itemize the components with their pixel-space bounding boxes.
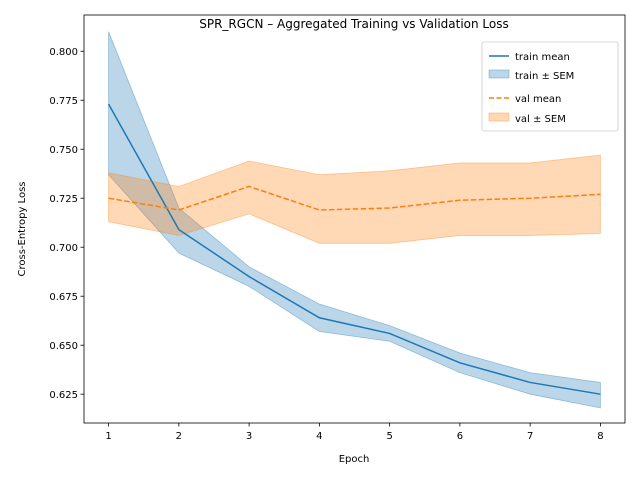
x-tick-label: 3 — [246, 431, 252, 442]
x-tick-label: 4 — [316, 431, 322, 442]
x-tick-label: 7 — [527, 431, 533, 442]
y-tick-label: 0.625 — [49, 390, 78, 401]
x-tick-label: 1 — [105, 431, 111, 442]
y-tick-label: 0.675 — [49, 292, 78, 303]
y-axis-ticks: 0.625 0.650 0.675 0.700 0.725 0.750 0.775 0.800 — [49, 47, 84, 401]
x-tick-label: 8 — [597, 431, 603, 442]
legend-val-sem-label: val ± SEM — [515, 114, 566, 125]
train-sem-band — [108, 31, 601, 409]
x-tick-label: 5 — [386, 431, 392, 442]
x-axis-ticks: 1 2 3 4 5 6 7 8 — [105, 423, 604, 442]
series-lines — [107, 103, 601, 395]
train-mean-line — [107, 103, 601, 395]
y-tick-label: 0.725 — [49, 194, 78, 205]
y-tick-label: 0.775 — [49, 96, 78, 107]
legend-train-mean-label: train mean — [515, 52, 570, 63]
y-tick-label: 0.750 — [49, 145, 78, 156]
y-tick-label: 0.700 — [49, 243, 78, 254]
val-sem-band — [108, 154, 601, 244]
legend-train-sem-label: train ± SEM — [515, 71, 574, 82]
val-mean-line — [108, 185, 601, 211]
legend: train mean train ± SEM val mean val ± SE… — [481, 41, 619, 132]
chart-title: SPR_RGCN – Aggregated Training vs Valida… — [199, 17, 509, 31]
legend-train-sem-swatch — [488, 69, 510, 79]
legend-val-mean-label: val mean — [515, 94, 561, 105]
x-tick-label: 2 — [176, 431, 182, 442]
legend-box — [481, 41, 619, 132]
legend-val-sem-swatch — [488, 112, 510, 122]
y-axis-label: Cross-Entropy Loss — [17, 182, 28, 277]
y-tick-label: 0.800 — [49, 47, 78, 58]
x-tick-label: 6 — [457, 431, 463, 442]
y-tick-label: 0.650 — [49, 341, 78, 352]
sem-bands — [108, 31, 601, 409]
x-axis-label: Epoch — [339, 454, 370, 465]
plot-frame — [83, 14, 626, 424]
